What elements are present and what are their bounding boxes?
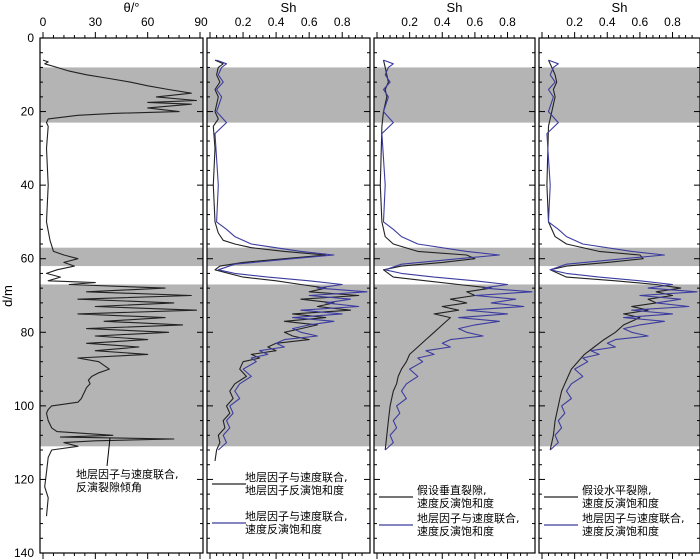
ytick-label-0: 0 [27, 31, 34, 45]
legend-text-sh3-0-1: 速度反演饱和度 [582, 496, 659, 510]
x-axis-title-dip: θ/° [123, 0, 139, 15]
legend-text-sh2-0-1: 速度反演饱和度 [417, 496, 494, 510]
shade-dip-1 [40, 247, 203, 267]
xtick-label-sh3-3: 0.8 [664, 15, 681, 29]
shade-sh3-1 [539, 247, 700, 267]
xtick-label-sh2-0: 0.2 [401, 15, 418, 29]
legend-text-sh2-1-0: 地层因子与速度联合, [417, 511, 520, 525]
legends: 地层因子与速度联合,反演裂隙倾角地层因子与速度联合,地层因子反演饱和度地层因子与… [76, 437, 685, 538]
shade-sh1-2 [207, 284, 370, 447]
xtick-label-dip-1: 30 [89, 15, 103, 29]
xtick-label-sh1-3: 0.8 [334, 15, 351, 29]
frame-dip [39, 37, 204, 554]
xtick-label-sh3-0: 0.2 [566, 15, 583, 29]
legend-text-sh1-0-1: 地层因子反演饱和度 [245, 483, 344, 497]
xtick-label-sh2-2: 0.6 [467, 15, 484, 29]
shade-sh1-1 [207, 247, 370, 267]
frame-sh3 [538, 37, 700, 554]
ytick-label-4: 80 [21, 325, 35, 339]
xtick-label-dip-2: 60 [141, 15, 155, 29]
legend-text-sh1-1-1: 速度反演饱和度 [245, 522, 322, 536]
ytick-label-7: 140 [14, 546, 34, 560]
shade-dip-2 [40, 284, 203, 447]
series-dip [42, 59, 198, 517]
xtick-label-sh3-2: 0.6 [632, 15, 649, 29]
legend-text-sh2-1-1: 速度反演饱和度 [417, 524, 494, 538]
panel-frames [39, 37, 700, 554]
shaded-intervals [40, 67, 700, 447]
axis-ticks [40, 32, 700, 559]
annotation-pointer [106, 437, 111, 467]
legend-text-sh3-0-0: 假设水平裂隙, [582, 483, 652, 497]
xtick-label-dip-3: 90 [194, 15, 208, 29]
legend-text-sh1-0-0: 地层因子与速度联合, [245, 470, 348, 484]
series-s2_black [379, 59, 492, 451]
xtick-label-sh1-0: 0.2 [235, 15, 252, 29]
legend-text-sh1-1-0: 地层因子与速度联合, [245, 509, 348, 523]
xtick-label-sh2-1: 0.4 [434, 15, 451, 29]
y-axis-label: d/m [0, 285, 15, 307]
shade-sh1-0 [207, 67, 370, 123]
legend-text-sh2-0-0: 假设垂直裂隙, [417, 483, 487, 497]
legend-text-sh3-1-0: 地层因子与速度联合, [582, 511, 685, 525]
ytick-label-6: 120 [14, 472, 34, 486]
annotation-line-0: 地层因子与速度联合, [76, 467, 179, 481]
legend-text-sh3-1-1: 速度反演饱和度 [582, 524, 659, 538]
series-s1_blue [214, 59, 368, 451]
x-axis-title-sh3: Sh [612, 0, 628, 15]
shade-sh2-2 [374, 284, 535, 447]
xtick-label-sh1-2: 0.6 [301, 15, 318, 29]
xtick-label-sh3-1: 0.4 [599, 15, 616, 29]
xtick-label-sh1-1: 0.4 [268, 15, 285, 29]
shade-sh2-1 [374, 247, 535, 267]
xtick-label-sh2-3: 0.8 [499, 15, 516, 29]
frame-sh2 [373, 37, 536, 554]
x-axis-title-sh1: Sh [281, 0, 297, 15]
series-s3_blue [546, 59, 698, 451]
shade-sh3-2 [539, 284, 700, 447]
ytick-label-5: 100 [14, 399, 34, 413]
shade-sh2-0 [374, 67, 535, 123]
ytick-label-1: 20 [21, 105, 35, 119]
series-lines [42, 59, 698, 517]
xtick-label-dip-0: 0 [40, 15, 47, 29]
ytick-label-3: 60 [21, 252, 35, 266]
shade-sh3-0 [539, 67, 700, 123]
series-s1_black [212, 59, 360, 462]
annotation-line-1: 反演裂隙倾角 [76, 480, 142, 494]
series-s2_blue [381, 59, 533, 451]
ytick-label-2: 40 [21, 178, 35, 192]
frame-sh1 [206, 37, 371, 554]
x-axis-title-sh2: Sh [447, 0, 463, 15]
